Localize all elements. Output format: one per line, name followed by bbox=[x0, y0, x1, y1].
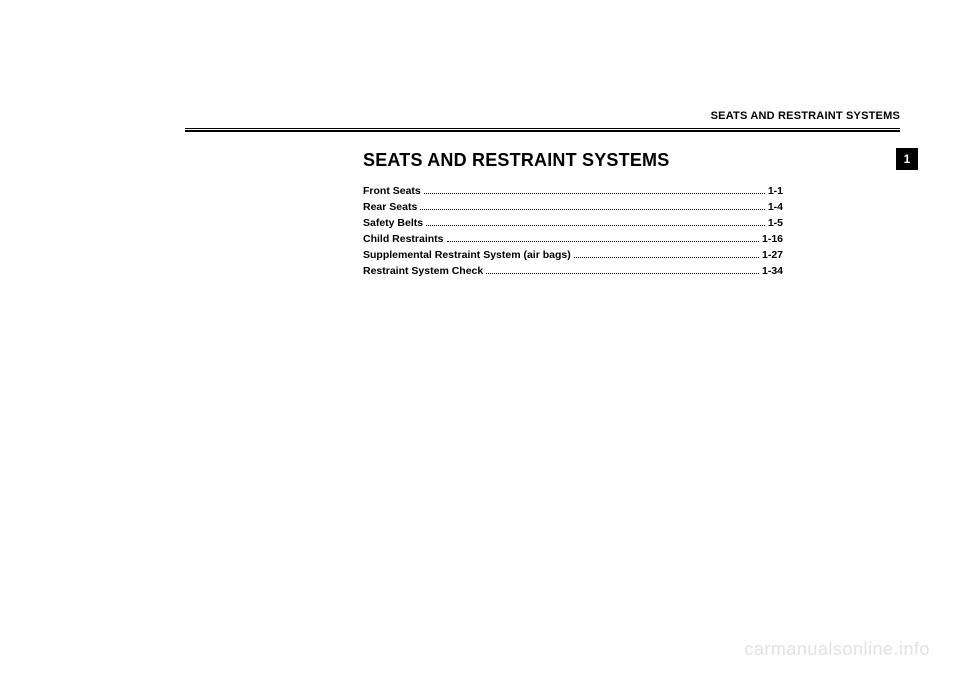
toc-page: 1-1 bbox=[768, 185, 783, 197]
chapter-title: SEATS AND RESTRAINT SYSTEMS bbox=[363, 150, 818, 171]
toc-list: Front Seats 1-1 Rear Seats 1-4 Safety Be… bbox=[363, 185, 818, 277]
toc-entry: Restraint System Check 1-34 bbox=[363, 265, 783, 277]
toc-leader bbox=[426, 225, 765, 226]
toc-label: Rear Seats bbox=[363, 201, 417, 213]
toc-page: 1-34 bbox=[762, 265, 783, 277]
toc-entry: Child Restraints 1-16 bbox=[363, 233, 783, 245]
toc-page: 1-5 bbox=[768, 217, 783, 229]
toc-leader bbox=[574, 257, 759, 258]
toc-page: 1-4 bbox=[768, 201, 783, 213]
running-head: SEATS AND RESTRAINT SYSTEMS bbox=[711, 110, 900, 122]
header-divider bbox=[185, 128, 900, 132]
manual-page: SEATS AND RESTRAINT SYSTEMS SEATS AND RE… bbox=[185, 110, 900, 281]
toc-entry: Supplemental Restraint System (air bags)… bbox=[363, 249, 783, 261]
toc-label: Restraint System Check bbox=[363, 265, 483, 277]
toc-entry: Front Seats 1-1 bbox=[363, 185, 783, 197]
toc-entry: Rear Seats 1-4 bbox=[363, 201, 783, 213]
toc-leader bbox=[420, 209, 765, 210]
toc-leader bbox=[424, 193, 765, 194]
toc-page: 1-16 bbox=[762, 233, 783, 245]
chapter-tab: 1 bbox=[896, 148, 918, 170]
header-row: SEATS AND RESTRAINT SYSTEMS bbox=[185, 110, 900, 128]
toc-label: Supplemental Restraint System (air bags) bbox=[363, 249, 571, 261]
toc-leader bbox=[447, 241, 759, 242]
toc-leader bbox=[486, 273, 759, 274]
toc-label: Front Seats bbox=[363, 185, 421, 197]
watermark: carmanualsonline.info bbox=[744, 639, 930, 660]
toc-label: Child Restraints bbox=[363, 233, 444, 245]
toc-label: Safety Belts bbox=[363, 217, 423, 229]
toc-page: 1-27 bbox=[762, 249, 783, 261]
toc-entry: Safety Belts 1-5 bbox=[363, 217, 783, 229]
chapter-content: SEATS AND RESTRAINT SYSTEMS Front Seats … bbox=[363, 150, 818, 281]
content-row: SEATS AND RESTRAINT SYSTEMS Front Seats … bbox=[185, 150, 900, 281]
